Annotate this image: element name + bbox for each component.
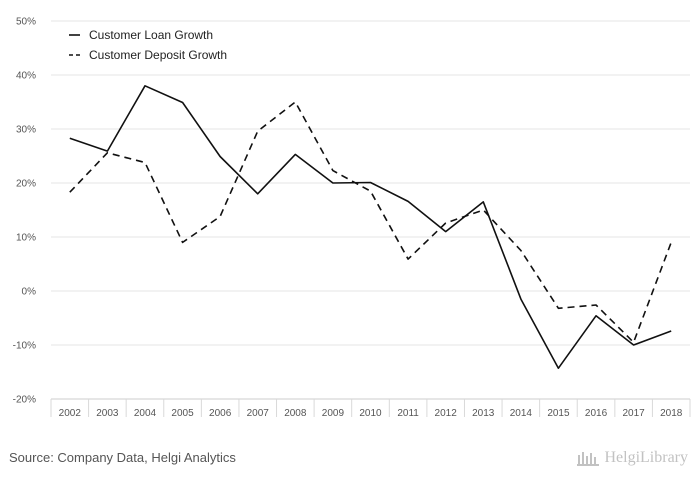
y-tick-label: -10% xyxy=(13,341,36,352)
x-tick-label: 2008 xyxy=(284,408,307,419)
series-line-deposit-growth xyxy=(69,101,672,344)
y-tick-label: 50% xyxy=(16,17,36,28)
x-tick-label: 2004 xyxy=(134,408,157,419)
y-tick-label: -20% xyxy=(13,395,36,406)
y-tick-label: 20% xyxy=(16,179,36,190)
series-layer xyxy=(69,85,672,370)
series-line-loan-growth xyxy=(69,85,672,370)
x-tick-label: 2018 xyxy=(660,408,683,419)
x-tick-label: 2017 xyxy=(622,408,645,419)
y-axis: 50% 40% 30% 20% 10% 0% -10% -20% xyxy=(13,17,36,406)
x-tick-label: 2015 xyxy=(547,408,570,419)
x-tick-label: 2002 xyxy=(59,408,82,419)
y-tick-label: 40% xyxy=(16,71,36,82)
legend-label: Customer Loan Growth xyxy=(89,28,213,42)
library-icon xyxy=(577,452,600,466)
x-axis: 2002 2003 2004 2005 2006 2007 2008 2009 2010 2011… xyxy=(50,399,691,419)
x-tick-label: 2016 xyxy=(585,408,608,419)
y-tick-label: 0% xyxy=(22,287,37,298)
brand-logo: HelgiLibrary xyxy=(576,449,688,467)
x-tick-label: 2014 xyxy=(510,408,533,419)
source-note: Source: Company Data, Helgi Analytics xyxy=(9,450,236,465)
line-chart: 50%40%30%20%10%0%-10%-20% 2002 2003 2004 20… xyxy=(13,17,691,419)
x-tick-label: 2005 xyxy=(171,408,194,419)
x-tick-label: 2010 xyxy=(359,408,382,419)
x-tick-label: 2007 xyxy=(247,408,270,419)
x-tick-label: 2009 xyxy=(322,408,345,419)
legend-label: Customer Deposit Growth xyxy=(89,48,227,62)
x-tick-label: 2006 xyxy=(209,408,232,419)
legend: Customer Loan Growth Customer Deposit Gro… xyxy=(69,28,227,62)
x-tick-label: 2003 xyxy=(96,408,119,419)
grid xyxy=(51,20,690,400)
x-tick-label: 2012 xyxy=(435,408,458,419)
y-tick-label: 10% xyxy=(16,233,36,244)
x-tick-label: 2011 xyxy=(397,408,419,419)
y-tick-label: 30% xyxy=(16,125,36,136)
brand-name: HelgiLibrary xyxy=(604,449,688,466)
x-tick-label: 2013 xyxy=(472,408,495,419)
